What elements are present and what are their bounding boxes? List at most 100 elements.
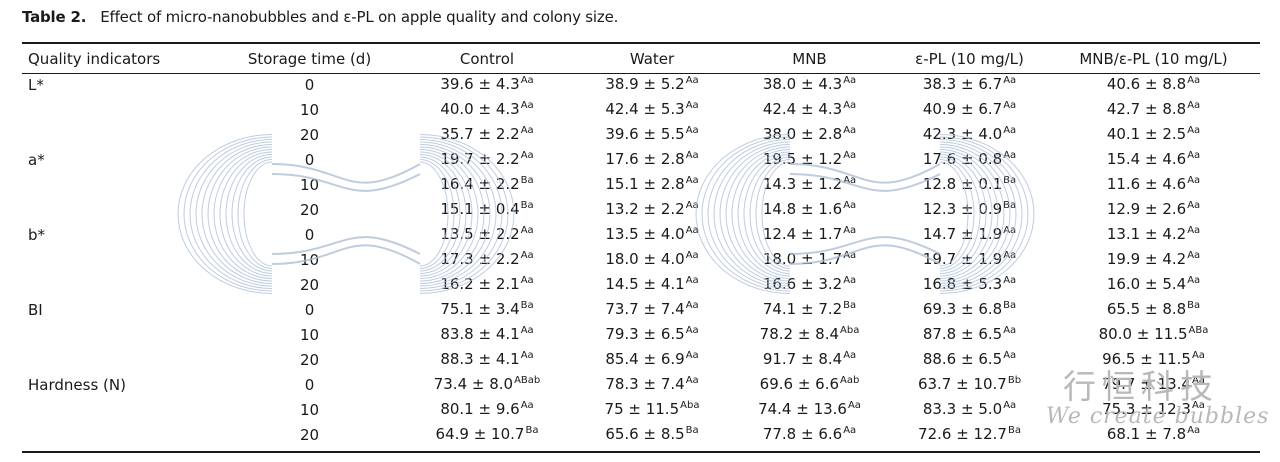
value-cell: 39.6 ± 4.3Aa bbox=[397, 73, 577, 98]
significance-letters: Aa bbox=[685, 225, 699, 236]
column-header: Control bbox=[459, 49, 515, 68]
value-cell: 15.1 ± 2.8Aa bbox=[577, 173, 727, 198]
significance-letters: Aa bbox=[685, 325, 699, 336]
value-cell: 18.0 ± 1.7Aa bbox=[727, 248, 892, 273]
table-label: Table 2. bbox=[22, 8, 87, 26]
significance-letters: Ba bbox=[1187, 300, 1201, 311]
mean-sd-value: 74.1 ± 7.2 bbox=[762, 300, 843, 318]
indicator-cell: a* bbox=[28, 151, 45, 169]
value-cell: 17.3 ± 2.2Aa bbox=[397, 248, 577, 273]
mean-sd-value: 87.8 ± 6.5 bbox=[922, 325, 1003, 343]
table-row: 20 15.1 ± 0.4Ba 13.2 ± 2.2Aa 14.8 ± 1.6Aa 12… bbox=[22, 198, 1260, 223]
significance-letters: Aa bbox=[1003, 100, 1017, 111]
significance-letters: Aa bbox=[520, 325, 534, 336]
watermark-tagline: We create bubbles bbox=[1046, 404, 1270, 429]
value-cell: 40.0 ± 4.3Aa bbox=[397, 98, 577, 123]
indicator-cell: L* bbox=[28, 76, 44, 94]
value-cell: 40.1 ± 2.5Aa bbox=[1047, 123, 1260, 148]
value-cell: 19.7 ± 2.2Aa bbox=[397, 148, 577, 173]
significance-letters: Aa bbox=[685, 200, 699, 211]
column-header: Quality indicators bbox=[28, 49, 161, 68]
mean-sd-value: 15.1 ± 0.4 bbox=[440, 200, 520, 218]
significance-letters: Aa bbox=[843, 275, 857, 286]
indicator-cell: BI bbox=[28, 301, 43, 319]
table-row: 10 17.3 ± 2.2Aa 18.0 ± 4.0Aa 18.0 ± 1.7Aa 19… bbox=[22, 248, 1260, 273]
mean-sd-value: 40.9 ± 6.7 bbox=[922, 100, 1003, 118]
mean-sd-value: 38.0 ± 2.8 bbox=[762, 125, 843, 143]
significance-letters: Aa bbox=[1003, 250, 1017, 261]
mean-sd-value: 88.3 ± 4.1 bbox=[440, 350, 520, 368]
value-cell: 40.9 ± 6.7Aa bbox=[892, 98, 1047, 123]
mean-sd-value: 69.3 ± 6.8 bbox=[922, 300, 1003, 318]
significance-letters: Aa bbox=[520, 100, 534, 111]
significance-letters: Aa bbox=[847, 400, 861, 411]
value-cell: 13.1 ± 4.2Aa bbox=[1047, 223, 1260, 248]
value-cell: 14.3 ± 1.2Aa bbox=[727, 173, 892, 198]
significance-letters: Aa bbox=[520, 350, 534, 361]
mean-sd-value: 83.8 ± 4.1 bbox=[440, 325, 520, 343]
significance-letters: Ba bbox=[843, 300, 857, 311]
significance-letters: Aa bbox=[685, 300, 699, 311]
mean-sd-value: 39.6 ± 4.3 bbox=[440, 75, 520, 93]
significance-letters: Aa bbox=[1003, 125, 1017, 136]
mean-sd-value: 16.8 ± 5.3 bbox=[922, 275, 1003, 293]
value-cell: 12.4 ± 1.7Aa bbox=[727, 223, 892, 248]
value-cell: 13.2 ± 2.2Aa bbox=[577, 198, 727, 223]
top-rule bbox=[22, 42, 1260, 44]
watermark-logo-text: 行恒科技 bbox=[1063, 367, 1219, 406]
significance-letters: Aa bbox=[843, 100, 857, 111]
storage-time-cell: 20 bbox=[299, 201, 320, 219]
significance-letters: Aa bbox=[1191, 400, 1205, 411]
significance-letters: Aa bbox=[1191, 350, 1205, 361]
value-cell: 19.7 ± 1.9Aa bbox=[892, 248, 1047, 273]
value-cell: 78.2 ± 8.4Aba bbox=[727, 323, 892, 348]
significance-letters: Aa bbox=[685, 75, 699, 86]
value-cell: 15.1 ± 0.4Ba bbox=[397, 198, 577, 223]
mean-sd-value: 42.7 ± 8.8 bbox=[1106, 100, 1187, 118]
mean-sd-value: 12.4 ± 1.7 bbox=[762, 225, 843, 243]
mean-sd-value: 17.3 ± 2.2 bbox=[440, 250, 520, 268]
table-row: BI 0 75.1 ± 3.4Ba 73.7 ± 7.4Aa 74.1 ± 7.2Ba 6… bbox=[22, 298, 1260, 323]
value-cell: 12.8 ± 0.1Ba bbox=[892, 173, 1047, 198]
significance-letters: Aa bbox=[520, 125, 534, 136]
mean-sd-value: 73.7 ± 7.4 bbox=[605, 300, 685, 318]
indicator-cell bbox=[22, 123, 222, 148]
significance-letters: Aa bbox=[520, 250, 534, 261]
significance-letters: Ba bbox=[520, 300, 534, 311]
mean-sd-value: 83.3 ± 5.0 bbox=[922, 400, 1003, 418]
storage-time-cell: 0 bbox=[304, 301, 315, 319]
significance-letters: Aa bbox=[1003, 325, 1017, 336]
mean-sd-value: 16.0 ± 5.4 bbox=[1106, 275, 1187, 293]
significance-letters: Aa bbox=[1187, 200, 1201, 211]
table-row: Hardness (N) 0 73.4 ± 8.0ABab 78.3 ± 7.4Aa 6… bbox=[22, 373, 1260, 398]
significance-letters: Aa bbox=[520, 275, 534, 286]
mean-sd-value: 12.3 ± 0.9 bbox=[922, 200, 1003, 218]
value-cell: 42.3 ± 4.0Aa bbox=[892, 123, 1047, 148]
value-cell: 78.3 ± 7.4Aa bbox=[577, 373, 727, 398]
table-row: 10 40.0 ± 4.3Aa 42.4 ± 5.3Aa 42.4 ± 4.3Aa 40… bbox=[22, 98, 1260, 123]
value-cell: 80.1 ± 9.6Aa bbox=[397, 398, 577, 423]
storage-time-cell: 10 bbox=[299, 401, 320, 419]
significance-letters: Aa bbox=[685, 275, 699, 286]
value-cell: 75.3 ± 12.3Aa bbox=[1047, 398, 1260, 423]
value-cell: 16.2 ± 2.1Aa bbox=[397, 273, 577, 298]
value-cell: 83.3 ± 5.0Aa bbox=[892, 398, 1047, 423]
significance-letters: Aa bbox=[843, 75, 857, 86]
storage-time-cell: 0 bbox=[304, 226, 315, 244]
table-row: 10 80.1 ± 9.6Aa 75 ± 11.5Aba 74.4 ± 13.6Aa 8… bbox=[22, 398, 1260, 423]
mean-sd-value: 38.3 ± 6.7 bbox=[922, 75, 1003, 93]
storage-time-cell: 10 bbox=[299, 326, 320, 344]
indicator-cell bbox=[22, 423, 222, 448]
significance-letters: Aa bbox=[1003, 225, 1017, 236]
mean-sd-value: 15.1 ± 2.8 bbox=[605, 175, 685, 193]
significance-letters: Aa bbox=[685, 375, 699, 386]
mean-sd-value: 13.2 ± 2.2 bbox=[605, 200, 685, 218]
significance-letters: Aa bbox=[1187, 250, 1201, 261]
significance-letters: Aa bbox=[1187, 150, 1201, 161]
mean-sd-value: 63.7 ± 10.7 bbox=[917, 375, 1007, 393]
mean-sd-value: 13.1 ± 4.2 bbox=[1106, 225, 1187, 243]
value-cell: 87.8 ± 6.5Aa bbox=[892, 323, 1047, 348]
value-cell: 15.4 ± 4.6Aa bbox=[1047, 148, 1260, 173]
value-cell: 14.5 ± 4.1Aa bbox=[577, 273, 727, 298]
mean-sd-value: 68.1 ± 7.8 bbox=[1106, 425, 1187, 443]
